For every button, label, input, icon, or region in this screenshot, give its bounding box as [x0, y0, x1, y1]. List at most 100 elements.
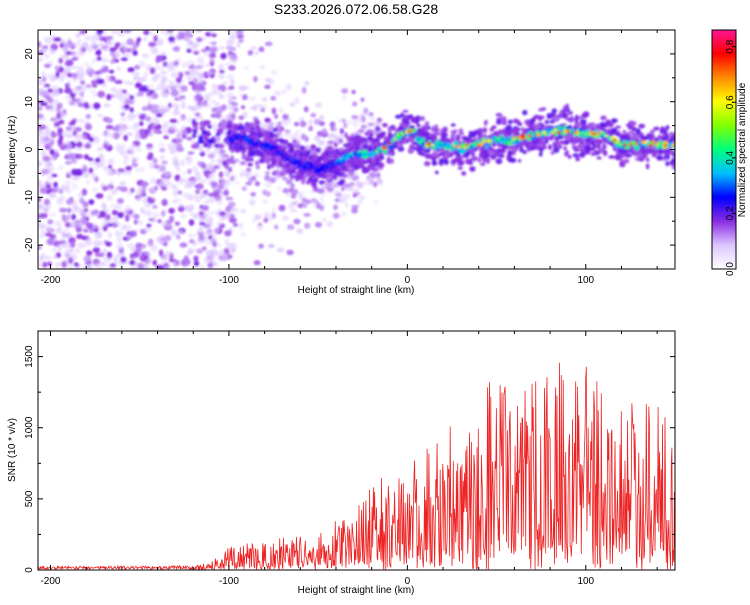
spectrogram-blob	[597, 149, 601, 154]
spectrogram-blob	[215, 210, 222, 216]
spectrogram-blob	[396, 132, 400, 137]
spectrogram-blob	[319, 196, 325, 203]
spectrogram-blob	[134, 64, 141, 70]
spectrogram-blob	[153, 35, 158, 42]
spectrogram-blob	[194, 112, 201, 117]
spectrogram-blob	[268, 139, 274, 143]
spectrogram-blob	[65, 133, 74, 139]
spectrogram-blob	[190, 66, 197, 71]
spectrogram-blob	[157, 38, 165, 45]
spectrogram-blob	[231, 102, 239, 106]
spectrogram-blob	[290, 208, 298, 213]
spectrogram-blob	[120, 151, 127, 157]
spectrogram-blob	[301, 86, 307, 94]
spectrogram-blob	[152, 204, 158, 209]
spectrogram-blob	[431, 160, 438, 166]
spectrogram-blob	[79, 30, 87, 35]
spectrogram-blob	[47, 73, 53, 79]
spectrogram-blob	[69, 65, 78, 70]
spectrogram-blob	[129, 260, 136, 266]
spectrogram-blob	[141, 243, 147, 249]
spectrogram-blob	[115, 242, 124, 250]
spectrogram-blob	[333, 142, 338, 148]
spectrogram-blob	[84, 35, 92, 41]
spectrogram-blob	[299, 120, 307, 128]
spectrogram-blob	[354, 160, 360, 165]
spectrogram-blob	[625, 153, 632, 158]
spectrogram-blob	[123, 30, 132, 34]
spectrogram-blob	[478, 152, 486, 158]
spectrogram-blob	[72, 76, 78, 82]
spectrogram-blob	[238, 85, 246, 92]
spectrogram-blob	[351, 175, 360, 181]
spectrogram-blob	[304, 80, 310, 86]
spectrogram-blob	[509, 145, 515, 149]
spectrogram-blob	[272, 138, 278, 143]
spectrogram-blob	[235, 30, 244, 36]
spectrogram-blob	[354, 166, 359, 171]
spectrogram-blob	[628, 130, 635, 134]
spectrogram-blob	[65, 232, 73, 239]
spectrogram-blob	[342, 94, 347, 100]
spectrogram-blob	[211, 261, 219, 267]
spectrogram-blob	[94, 228, 99, 233]
spectrogram-blob	[405, 129, 408, 134]
spectrogram-blob	[71, 57, 79, 61]
spectrogram-blob	[367, 176, 374, 183]
spectrogram-blob	[75, 227, 83, 233]
spectrogram-blob	[250, 150, 257, 154]
spectrogram-blob	[93, 102, 101, 110]
spectrogram-blob	[125, 165, 133, 171]
spectrogram-blob	[301, 204, 308, 208]
spectrogram-blob	[462, 146, 468, 149]
spectrogram-blob	[610, 127, 616, 134]
spectrogram-blob	[41, 71, 46, 78]
spectrogram-blob	[216, 128, 224, 135]
spectrogram-blob	[250, 192, 257, 197]
spectrogram-blob	[205, 146, 210, 154]
spectrogram-blob	[629, 143, 633, 147]
spectrogram-blob	[84, 210, 92, 218]
spectrogram-blob	[375, 150, 379, 153]
spectrogram-blob	[86, 45, 94, 54]
spectrogram-blob	[102, 65, 109, 73]
spectrogram-blob	[257, 140, 263, 144]
spectrogram-blob	[121, 52, 128, 57]
spectrogram-blob	[256, 224, 264, 231]
spectrogram-blob	[523, 130, 528, 135]
spectrogram-blob	[136, 197, 142, 203]
spectrogram-blob	[456, 157, 462, 163]
spectrogram-blob	[205, 198, 214, 205]
spectrogram-blob	[339, 128, 345, 135]
spectrogram-blob	[286, 249, 294, 256]
spectrogram-blob	[271, 207, 276, 213]
spectrogram-blob	[477, 156, 482, 163]
spectrogram-blob	[247, 50, 254, 56]
spectrogram-blob	[38, 258, 44, 262]
spectrogram-blob	[645, 163, 650, 170]
spectrogram-blob	[85, 236, 92, 243]
spectrogram-blob	[289, 173, 294, 180]
spectrogram-blob	[538, 152, 543, 157]
spectrogram-blob	[264, 171, 270, 175]
spectrogram-blob	[93, 234, 103, 239]
spectrogram-blob	[192, 194, 199, 200]
spectrogram-blob	[275, 155, 281, 161]
spectrogram-blob	[102, 248, 108, 254]
spectrogram-blob	[144, 203, 152, 209]
spectrogram-blob	[585, 137, 591, 143]
spectrogram-blob	[602, 144, 608, 149]
spectrogram-blob	[138, 77, 147, 82]
spectrogram-blob	[522, 149, 527, 155]
spectrogram-blob	[494, 150, 499, 157]
spectrogram-blob	[38, 182, 43, 188]
spectrogram-blob	[590, 122, 596, 127]
spectrogram-blob	[124, 126, 132, 130]
spectrogram-blob	[209, 210, 216, 215]
spectrogram-blob	[508, 128, 515, 133]
spectrogram-blob	[179, 116, 186, 121]
spectrogram-blob	[623, 159, 628, 164]
spectrogram-blob	[662, 136, 667, 142]
spectrogram-blob	[200, 264, 205, 269]
